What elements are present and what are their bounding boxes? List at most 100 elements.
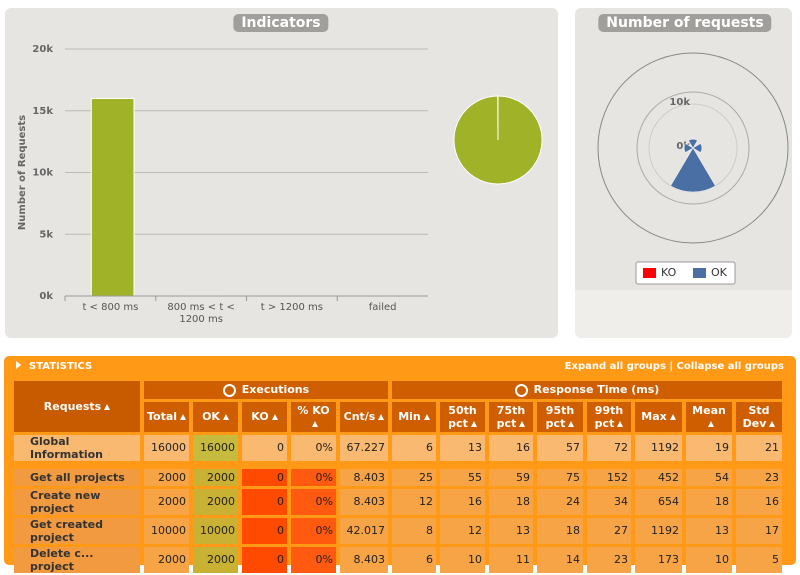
- cell: 173: [635, 546, 682, 573]
- cell: 1192: [635, 517, 682, 544]
- cell: 2000: [193, 546, 238, 573]
- cell: 10: [686, 546, 732, 573]
- r-tick-label: 10k: [669, 97, 690, 108]
- cell: 0%: [291, 488, 336, 515]
- column-header[interactable]: Mean: [686, 401, 732, 432]
- cell: 2000: [193, 488, 238, 515]
- statistics-panel: STATISTICS Expand all groups | Collapse …: [4, 356, 796, 573]
- header-row: Total OK KO% KO Cnt/s Min 50th pct 75th pct 95t…: [14, 401, 782, 432]
- y-axis-label: Number of Requests: [17, 115, 28, 230]
- column-header[interactable]: KO: [242, 401, 287, 432]
- cell: 16000: [144, 434, 189, 461]
- cell: 19: [686, 434, 732, 461]
- cell: 0: [242, 468, 287, 486]
- cell: 18: [686, 488, 732, 515]
- group-header: Response Time (ms): [392, 381, 782, 399]
- legend: KO OK: [635, 261, 736, 285]
- collapse-link[interactable]: Collapse all groups: [676, 361, 784, 372]
- column-header[interactable]: % KO: [291, 401, 336, 432]
- header-cell[interactable]: Requests: [14, 381, 140, 432]
- cell: 2000: [144, 546, 189, 573]
- column-header[interactable]: Max: [635, 401, 682, 432]
- legend-label: KO: [661, 266, 677, 279]
- column-header[interactable]: 50th pct: [440, 401, 485, 432]
- cell: 152: [587, 468, 631, 486]
- cell: 0: [242, 517, 287, 544]
- cell: 14: [537, 546, 583, 573]
- cell: 11: [489, 546, 533, 573]
- cell: 6: [392, 546, 436, 573]
- request-name[interactable]: Create new project: [14, 488, 140, 515]
- column-header[interactable]: Total: [144, 401, 189, 432]
- column-header[interactable]: Std Dev: [736, 401, 782, 432]
- column-header[interactable]: OK: [193, 401, 238, 432]
- cell: 75: [537, 468, 583, 486]
- cell: 16: [489, 434, 533, 461]
- spacer: [14, 464, 782, 466]
- group-icon: [222, 383, 236, 397]
- y-tick-label: 5k: [39, 229, 53, 240]
- y-tick-label: 15k: [32, 106, 53, 117]
- cell: 24: [537, 488, 583, 515]
- cell: 8.403: [340, 468, 388, 486]
- cell: 1192: [635, 434, 682, 461]
- table-row: Delete c... project 2000 2000 0 0% 8.403 6 10 11…: [14, 546, 782, 573]
- cell: 13: [489, 517, 533, 544]
- group-title: Response Time (ms): [533, 383, 660, 396]
- request-name[interactable]: Get created project: [14, 517, 140, 544]
- cell: 57: [537, 434, 583, 461]
- cell: 21: [736, 434, 782, 461]
- expand-link[interactable]: Expand all groups: [564, 361, 666, 372]
- cell: 16: [440, 488, 485, 515]
- cell: 16: [736, 488, 782, 515]
- cell: 27: [587, 517, 631, 544]
- cell: 55: [440, 468, 485, 486]
- cell: 72: [587, 434, 631, 461]
- cell: 23: [736, 468, 782, 486]
- cell: 23: [587, 546, 631, 573]
- separator: |: [669, 361, 674, 372]
- cell: 0: [242, 488, 287, 515]
- cell: 0: [242, 546, 287, 573]
- panel-title: Number of requests: [598, 14, 772, 32]
- column-header[interactable]: 99th pct: [587, 401, 631, 432]
- polar-inner: [636, 91, 750, 205]
- column-header[interactable]: Min: [392, 401, 436, 432]
- legend-box: [635, 261, 736, 285]
- column-header[interactable]: 95th pct: [537, 401, 583, 432]
- cell: 0%: [291, 434, 336, 461]
- polar-bar: [688, 138, 698, 149]
- cell: 10000: [193, 517, 238, 544]
- cell: 0%: [291, 546, 336, 573]
- cell: 17: [736, 517, 782, 544]
- polar-bar: [683, 143, 694, 153]
- bar: [90, 98, 135, 297]
- column-header[interactable]: 75th pct: [489, 401, 533, 432]
- y-tick-label: 0k: [39, 291, 53, 302]
- cell: 6: [392, 434, 436, 461]
- polar-pane: [597, 52, 789, 244]
- group-header: Executions: [144, 381, 388, 399]
- charts: 0k 5k 10k 15k 20k Number of Requests 0k 10k KO OK: [17, 44, 789, 302]
- x-tick-label: 800 ms < t < 1200 ms: [167, 302, 235, 325]
- cell: 42.017: [340, 517, 388, 544]
- cell: 8.403: [340, 488, 388, 515]
- legend-swatch: [643, 268, 656, 278]
- request-name[interactable]: Delete c... project: [14, 546, 140, 573]
- cell: 2000: [193, 468, 238, 486]
- cell: 18: [489, 488, 533, 515]
- table-row: Create new project 2000 2000 0 0% 8.403 12 16 18…: [14, 488, 782, 515]
- request-name[interactable]: Get all projects: [14, 468, 140, 486]
- statistics-table: Requests Executions Response Time (ms) Tota…: [10, 378, 786, 575]
- cell: 18: [537, 517, 583, 544]
- statistics-title[interactable]: STATISTICS: [29, 361, 93, 372]
- column-header[interactable]: Cnt/s: [340, 401, 388, 432]
- spacer-cell: [14, 464, 782, 466]
- cell: 16000: [193, 434, 238, 461]
- statistics-header: STATISTICS Expand all groups | Collapse …: [16, 361, 784, 377]
- cell: 8: [392, 517, 436, 544]
- request-name[interactable]: Global Information: [14, 434, 140, 461]
- cell: 452: [635, 468, 682, 486]
- table-row: Get all projects 2000 2000 0 0% 8.403 25 55 59 75…: [14, 468, 782, 486]
- polar-bar: [692, 143, 703, 153]
